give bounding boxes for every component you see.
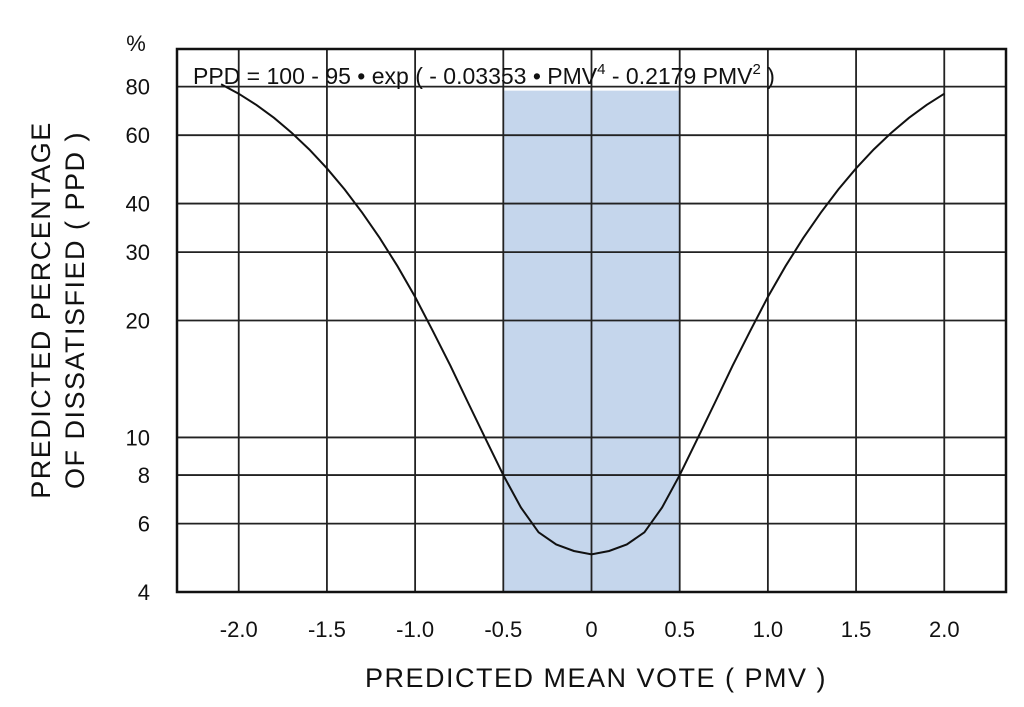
y-tick-label: 4 bbox=[138, 580, 150, 605]
formula-part-3: ) bbox=[761, 63, 775, 89]
x-tick-label: 0 bbox=[585, 617, 597, 642]
x-tick-label: -1.0 bbox=[396, 617, 434, 642]
x-tick-label: 2.0 bbox=[929, 617, 960, 642]
y-tick-label: 8 bbox=[138, 463, 150, 488]
y-tick-label: 20 bbox=[126, 309, 150, 334]
y-tick-label: 6 bbox=[138, 512, 150, 537]
y-axis-title-line-1: PREDICTED PERCENTAGE bbox=[26, 121, 56, 499]
x-tick-label: 1.0 bbox=[753, 617, 784, 642]
x-axis-title: PREDICTED MEAN VOTE ( PMV ) bbox=[365, 663, 827, 693]
plot-frame bbox=[175, 47, 1008, 594]
formula-sup-1: 4 bbox=[597, 61, 605, 78]
formula-annotation: PPD = 100 - 95 • exp ( - 0.03353 • PMV4 … bbox=[193, 61, 775, 89]
x-tick-label: -2.0 bbox=[220, 617, 258, 642]
y-tick-label: 30 bbox=[126, 240, 150, 265]
tick-labels: -2.0 -1.5 -1.0 -0.5 0 0.5 1.0 1.5 2.0 4 6 8 10 20 30 40… bbox=[126, 75, 960, 642]
y-axis-title-line-2: OF DISSATISFIED ( PPD ) bbox=[60, 131, 90, 489]
y-tick-label: 40 bbox=[126, 192, 150, 217]
formula-part-1: PPD = 100 - 95 • exp ( - 0.03353 • PMV bbox=[193, 63, 598, 89]
formula-sup-2: 2 bbox=[753, 61, 761, 78]
y-unit-label: % bbox=[126, 31, 146, 56]
y-tick-label: 10 bbox=[126, 425, 150, 450]
y-axis-title: PREDICTED PERCENTAGE OF DISSATISFIED ( P… bbox=[26, 121, 90, 499]
x-tick-label: -1.5 bbox=[308, 617, 346, 642]
y-tick-label: 60 bbox=[126, 123, 150, 148]
formula-part-2: - 0.2179 PMV bbox=[605, 63, 753, 89]
ppd-curve bbox=[220, 83, 945, 556]
x-tick-label: -0.5 bbox=[484, 617, 522, 642]
grid-layer bbox=[177, 49, 1006, 593]
x-tick-label: 0.5 bbox=[664, 617, 695, 642]
y-tick-label: 80 bbox=[126, 75, 150, 100]
x-tick-label: 1.5 bbox=[841, 617, 872, 642]
